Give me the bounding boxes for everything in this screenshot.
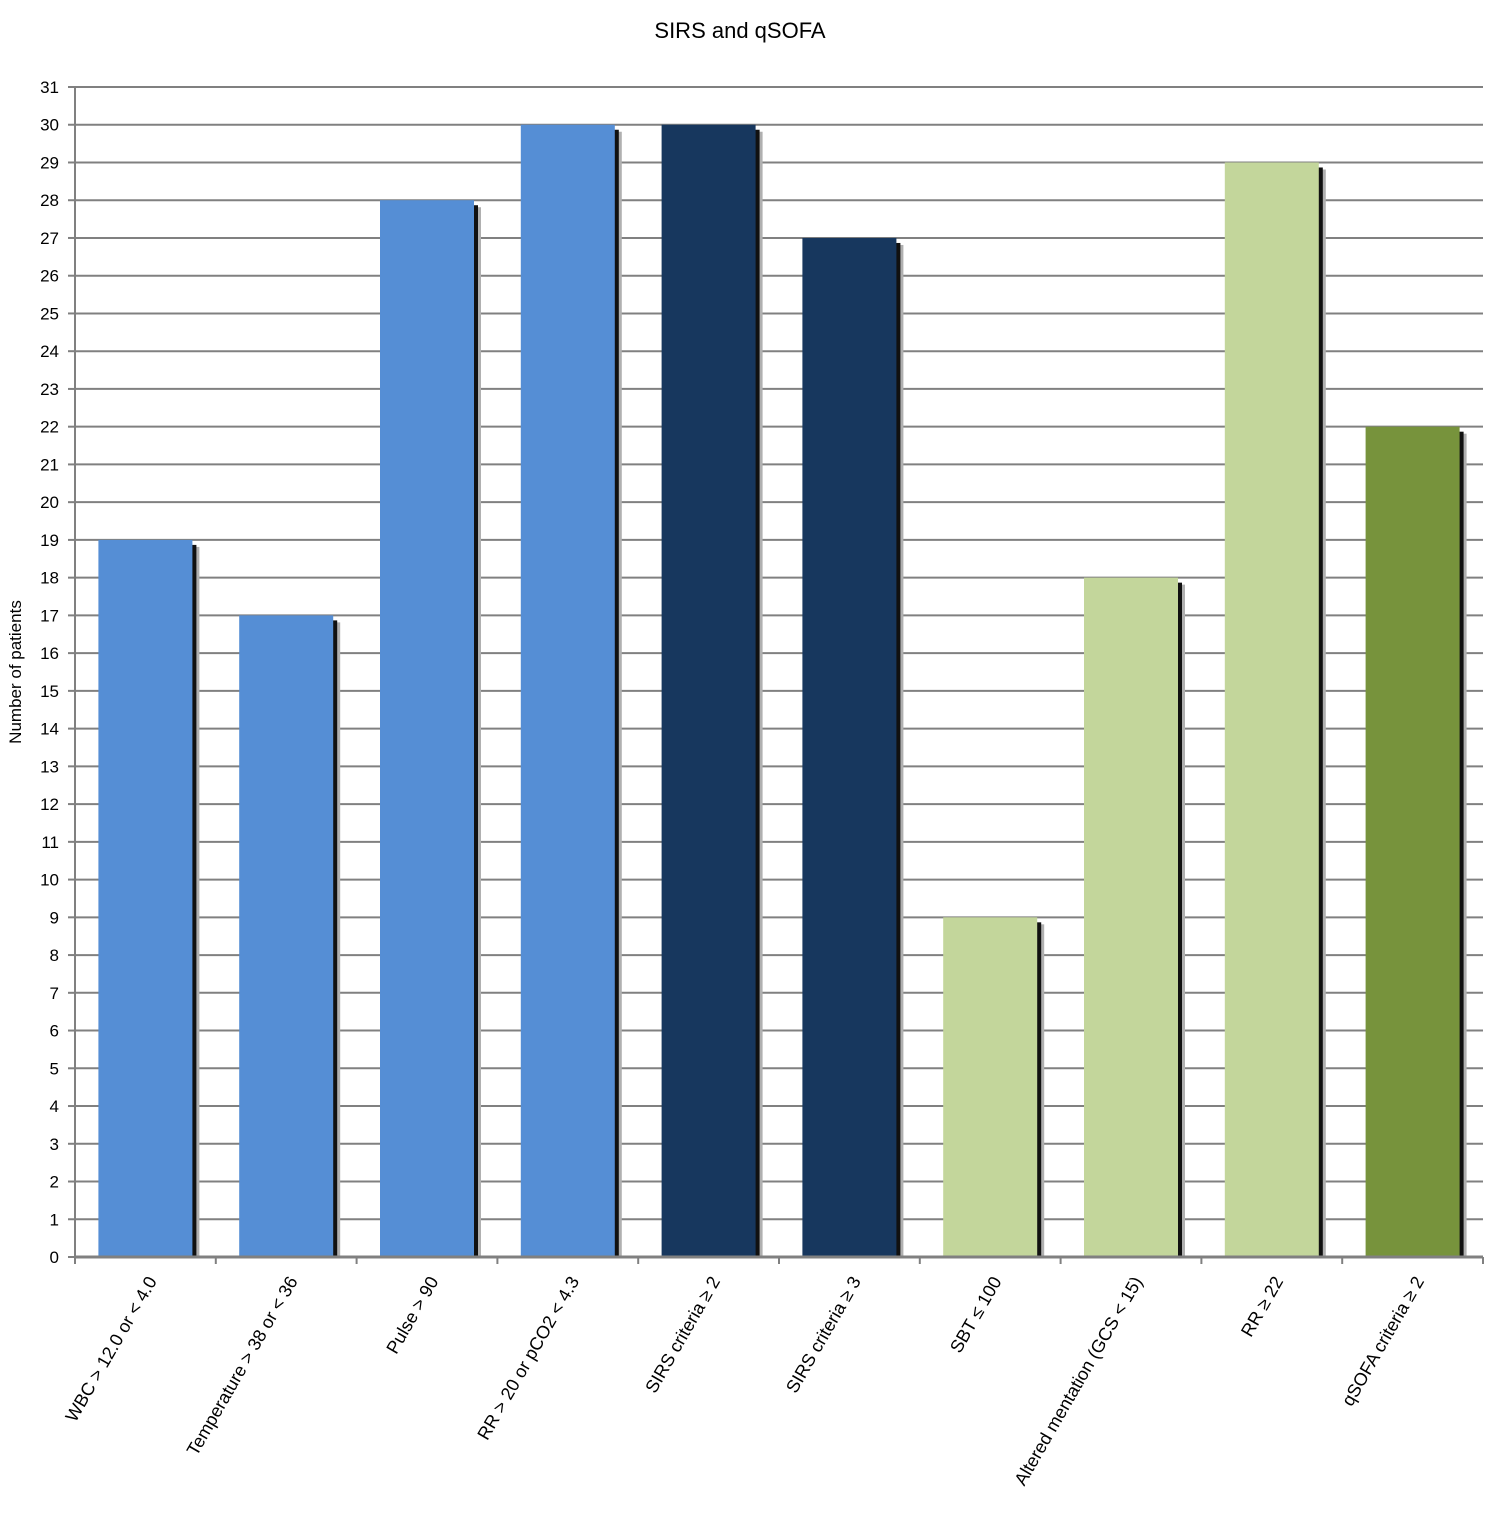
y-tick-label: 28 (40, 191, 59, 210)
y-tick-label: 4 (50, 1097, 59, 1116)
y-tick-label: 16 (40, 644, 59, 663)
bar (520, 124, 615, 1257)
y-tick-label: 24 (40, 342, 59, 361)
y-tick-label: 9 (50, 908, 59, 927)
bar (1365, 426, 1460, 1257)
bar (380, 200, 474, 1257)
x-tick-label: SBT ≤ 100 (946, 1273, 1006, 1356)
x-tick-label: Pulse > 90 (382, 1273, 442, 1357)
x-tick-label: qSOFA criteria ≥ 2 (1338, 1273, 1428, 1409)
bar (661, 124, 756, 1257)
y-tick-label: 17 (40, 606, 59, 625)
bar (1084, 577, 1178, 1257)
y-tick-label: 7 (50, 984, 59, 1003)
y-tick-labels: 0123456789101112131415161718192021222324… (40, 78, 59, 1267)
y-tick-label: 12 (40, 795, 59, 814)
x-tick-label: SIRS criteria ≥ 3 (782, 1273, 865, 1396)
y-axis-label: Number of patients (6, 600, 25, 744)
y-tick-label: 27 (40, 229, 59, 248)
y-tick-label: 21 (40, 455, 59, 474)
y-tick-label: 23 (40, 380, 59, 399)
bar (943, 917, 1038, 1257)
y-tick-label: 3 (50, 1135, 59, 1154)
y-tick-label: 5 (50, 1059, 59, 1078)
y-tick-label: 6 (50, 1022, 59, 1041)
x-tick-label: RR > 20 or pCO2 < 4.3 (473, 1273, 583, 1443)
y-tick-label: 14 (40, 720, 59, 739)
y-tick-label: 11 (41, 833, 59, 852)
y-tick-label: 8 (50, 946, 59, 965)
x-tick-label: WBC > 12.0 or < 4.0 (61, 1273, 160, 1425)
x-tick-label: RR ≥ 22 (1237, 1273, 1287, 1340)
x-tick-label: SIRS criteria ≥ 2 (641, 1273, 724, 1396)
bar (1224, 162, 1319, 1257)
y-tick-label: 19 (40, 531, 59, 550)
bar (239, 615, 334, 1257)
y-tick-label: 26 (40, 267, 59, 286)
y-tick-label: 22 (40, 418, 59, 437)
y-tick-label: 20 (40, 493, 59, 512)
y-tick-label: 18 (40, 569, 59, 588)
y-tick-label: 10 (40, 871, 59, 890)
y-tick-label: 13 (40, 757, 59, 776)
y-tick-label: 31 (40, 78, 59, 97)
y-tick-label: 1 (50, 1210, 59, 1229)
bar (802, 237, 897, 1257)
y-tick-label: 15 (40, 682, 59, 701)
y-tick-label: 0 (50, 1248, 59, 1267)
y-tick-label: 29 (40, 153, 59, 172)
x-tick-label: Temperature > 38 or < 36 (183, 1273, 302, 1459)
y-tick-label: 25 (40, 304, 59, 323)
y-tick-label: 2 (50, 1173, 59, 1192)
x-tick-label: Altered mentation (GCS < 15) (1010, 1273, 1146, 1489)
x-tick-labels: WBC > 12.0 or < 4.0 Temperature > 38 or <… (61, 1273, 1428, 1489)
bar (98, 539, 193, 1257)
axes (68, 86, 1484, 1264)
chart-title: SIRS and qSOFA (654, 18, 826, 43)
y-tick-label: 30 (40, 116, 59, 135)
bars (98, 124, 1460, 1257)
